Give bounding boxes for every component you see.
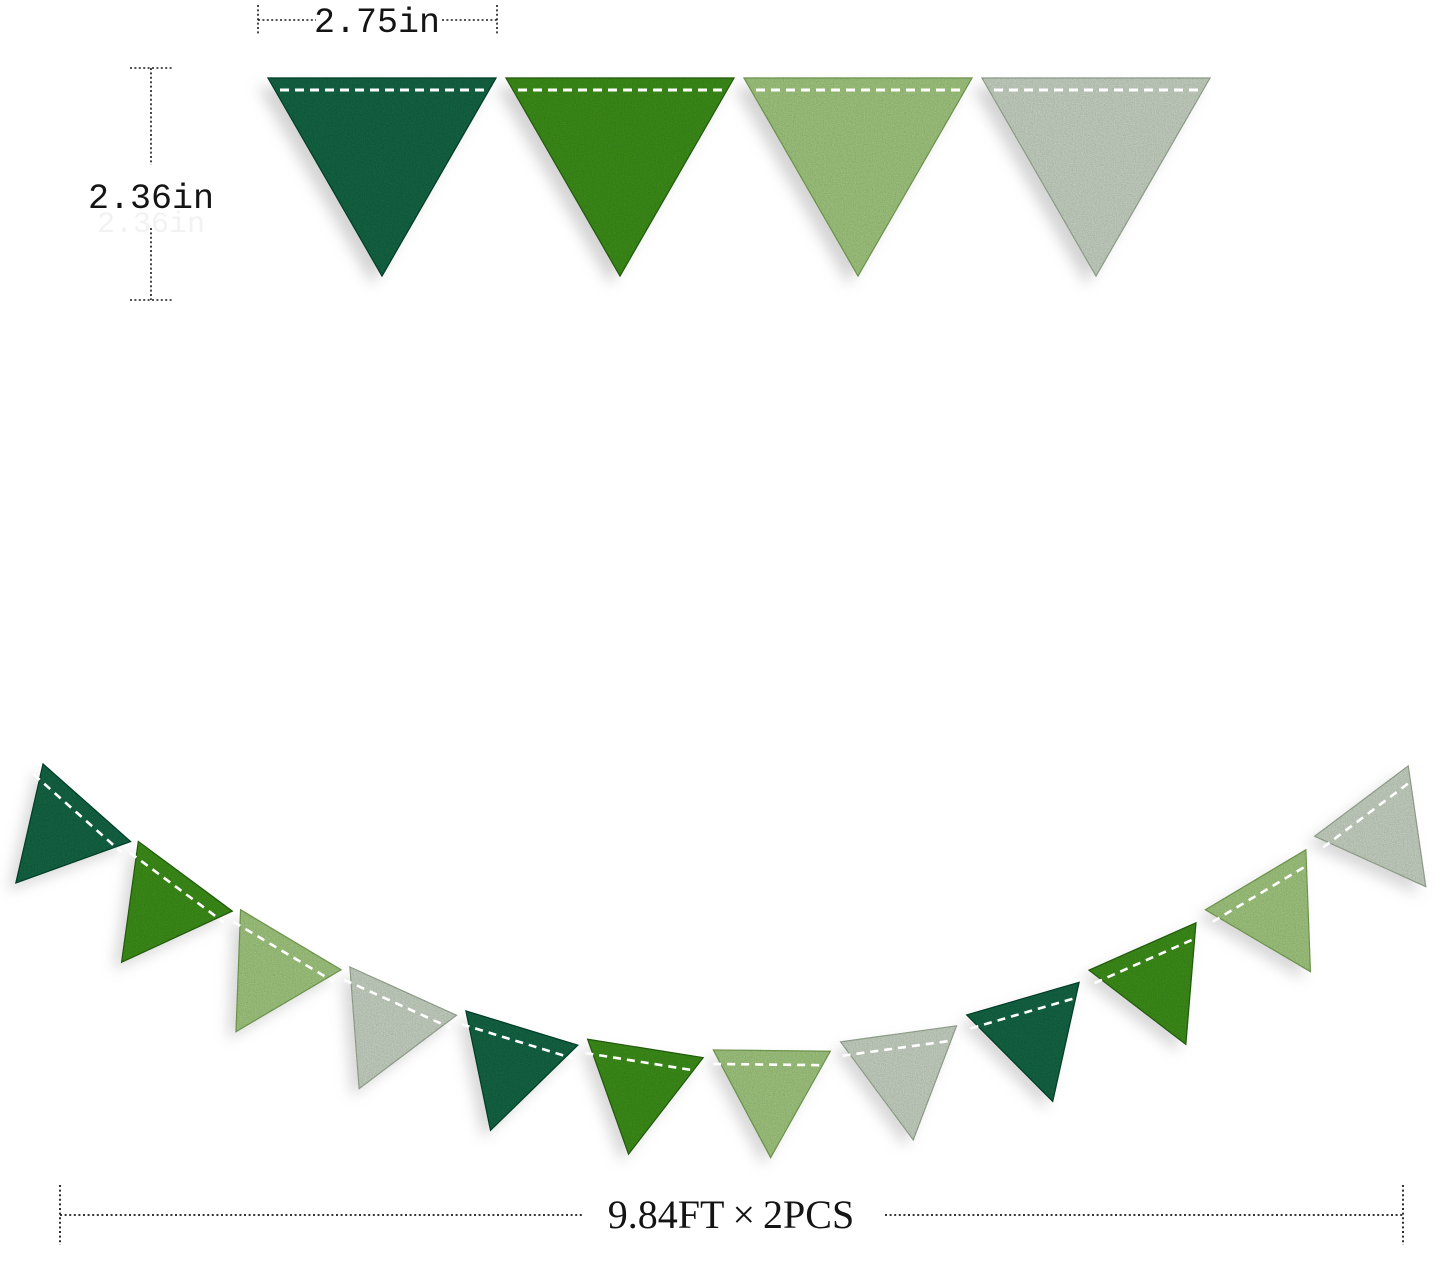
svg-text:2.36in: 2.36in [97,208,205,242]
svg-text:2.75in: 2.75in [314,3,440,43]
svg-text:9.84FT × 2PCS: 9.84FT × 2PCS [608,1192,854,1237]
